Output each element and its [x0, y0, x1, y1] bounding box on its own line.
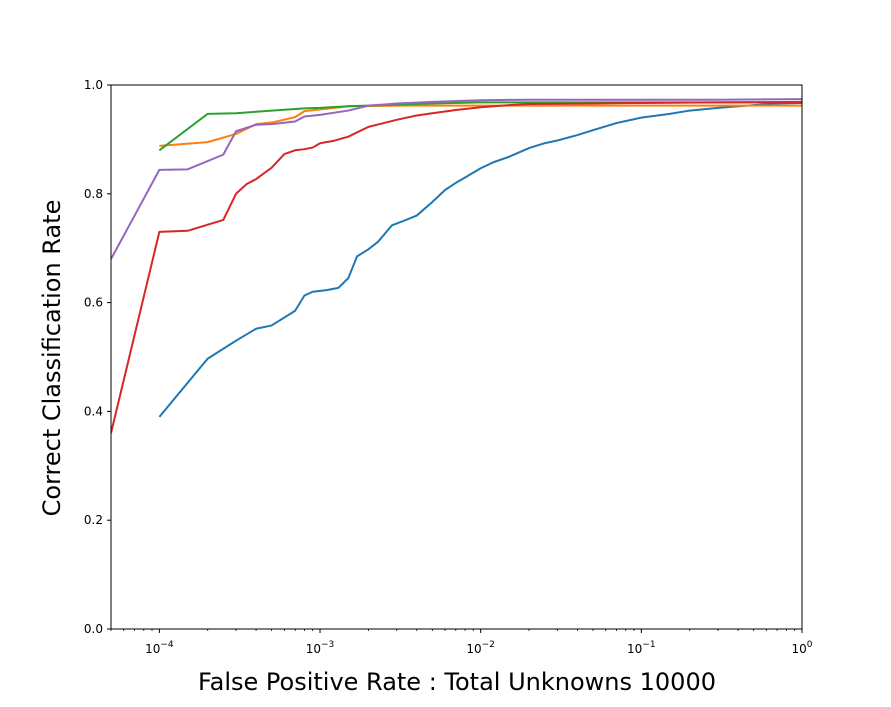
plot-background: [111, 85, 802, 629]
y-tick-label: 1.0: [84, 78, 103, 92]
axes-frame: [110, 84, 803, 630]
series-line-4: [111, 101, 802, 434]
y-tick-label: 0.4: [84, 404, 103, 418]
y-tick-label: 0.6: [84, 296, 103, 310]
x-axis-label: False Positive Rate : Total Unknowns 100…: [198, 668, 716, 696]
y-tick-label: 0.0: [84, 622, 103, 636]
series-line-5: [111, 98, 802, 260]
x-tick-label: 10−1: [627, 640, 656, 656]
y-axis-label: Correct Classification Rate: [38, 200, 66, 517]
series-layer: [111, 98, 802, 434]
axes-layer: 0.0 0.2 0.4 0.6 0.8 1.0 10−4 10−3 10−2 10−1 100: [84, 78, 813, 656]
y-tick-label: 0.2: [84, 513, 103, 527]
x-tick-label: 10−2: [466, 640, 495, 656]
plot-area: [111, 85, 802, 629]
x-tick-label: 10−3: [306, 640, 335, 656]
x-tick-label: 100: [791, 640, 812, 656]
series-line-1: [158, 101, 802, 418]
y-tick-label: 0.8: [84, 187, 103, 201]
x-tick-label: 10−4: [145, 640, 174, 656]
